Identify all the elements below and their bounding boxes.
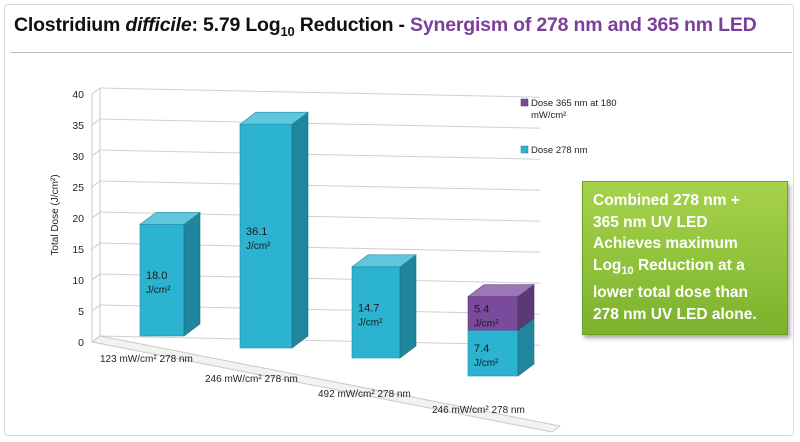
- title-organism-genus: Clostridium: [14, 14, 121, 36]
- callout-line: 365 nm UV LED: [593, 213, 708, 231]
- gridline: [91, 149, 101, 157]
- data-label-value: 14.7: [358, 302, 379, 314]
- title-divider: [10, 52, 792, 53]
- y-tick-label: 5: [78, 306, 84, 318]
- y-axis-title: Total Dose (J/cm²): [50, 174, 61, 255]
- conclusion-callout: Combined 278 nm + 365 nm UV LED Achieves…: [582, 181, 788, 335]
- y-tick-label: 40: [72, 89, 84, 101]
- callout-line: Combined 278 nm +: [593, 192, 740, 209]
- data-label-value: 5.4: [474, 303, 489, 315]
- gridline: [99, 149, 541, 160]
- slide-title: Clostridium difficile: 5.79 Log10 Reduct…: [14, 14, 794, 50]
- data-label-unit: J/cm²: [146, 285, 171, 296]
- callout-log: Log: [593, 256, 622, 274]
- chart-data-labels: 18.0 J/cm² 36.1 J/cm² 14.7 J/cm² 7.4 J/cm² 5.4 J/…: [146, 226, 499, 369]
- bar-front: [139, 224, 185, 337]
- legend-swatch: [520, 98, 529, 107]
- legend-label: Dose 365 nm at 180: [531, 98, 617, 109]
- gridline: [91, 118, 101, 126]
- bar-side: [183, 211, 201, 337]
- bar-side: [399, 254, 417, 359]
- chart-bars: [139, 111, 535, 377]
- data-label-unit: J/cm²: [474, 358, 499, 369]
- y-tick-label: 15: [72, 244, 84, 256]
- title-organism-species: difficile: [125, 14, 192, 36]
- gridline: [91, 211, 101, 219]
- data-label-value: 36.1: [246, 226, 267, 238]
- gridline: [99, 87, 541, 98]
- data-label-value: 18.0: [146, 270, 167, 282]
- bar-side: [291, 111, 309, 349]
- gridline: [99, 118, 541, 129]
- data-label-unit: J/cm²: [358, 317, 383, 328]
- callout-subscript: 10: [621, 264, 634, 277]
- chart-grid: [90, 87, 562, 433]
- y-tick-label: 30: [72, 151, 84, 163]
- gridline: [91, 273, 101, 281]
- title-highlight: Synergism of 278 nm and 365 nm LED: [410, 14, 757, 36]
- callout-line: 278 nm UV LED alone.: [593, 305, 757, 323]
- y-tick-label: 20: [72, 213, 84, 225]
- x-tick-label: 246 mW/cm² 278 nm: [205, 374, 298, 385]
- y-tick-label: 35: [72, 120, 84, 132]
- gridline: [99, 180, 541, 191]
- gridline: [91, 242, 101, 250]
- bar-top: [139, 212, 201, 225]
- bar-top: [467, 284, 535, 297]
- y-tick-label: 0: [78, 337, 84, 349]
- bar-front: [351, 266, 401, 359]
- x-tick-label: 492 mW/cm² 278 nm: [318, 389, 411, 400]
- y-tick-label: 10: [72, 275, 84, 287]
- title-reduction-tail: Reduction -: [294, 14, 411, 36]
- gridline: [91, 180, 101, 188]
- bar-front: [239, 123, 293, 349]
- data-label-unit: J/cm²: [474, 318, 499, 329]
- data-label-unit: J/cm²: [246, 241, 271, 252]
- gridline: [91, 87, 101, 95]
- bar-top: [351, 254, 417, 268]
- title-reduction-text: : 5.79 Log: [191, 14, 281, 36]
- callout-line: Log10 Reduction at a: [593, 255, 779, 283]
- callout-reduction: Reduction at a: [633, 256, 745, 274]
- slide-frame: [4, 4, 794, 436]
- gridline: [91, 304, 101, 312]
- legend-label: mW/cm²: [531, 110, 566, 121]
- gridline: [99, 335, 541, 346]
- legend-swatch: [520, 145, 529, 154]
- callout-line: Achieves maximum: [593, 235, 738, 252]
- y-tick-label: 25: [72, 182, 84, 194]
- bar-front: [467, 296, 519, 331]
- bar-top: [239, 111, 309, 125]
- callout-line: lower total dose than: [593, 284, 749, 302]
- x-tick-label: 246 mW/cm² 278 nm: [432, 405, 525, 416]
- legend-label: Dose 278 nm: [531, 145, 588, 156]
- x-tick-label: 123 mW/cm² 278 nm: [100, 354, 193, 365]
- chart-floor: [90, 335, 562, 433]
- title-subscript: 10: [280, 23, 295, 39]
- chart-axes: 0 5 10 15 20 25 30 35 40 Total Dose (J/cm²) 123 mW…: [50, 89, 525, 416]
- data-label-value: 7.4: [474, 343, 489, 355]
